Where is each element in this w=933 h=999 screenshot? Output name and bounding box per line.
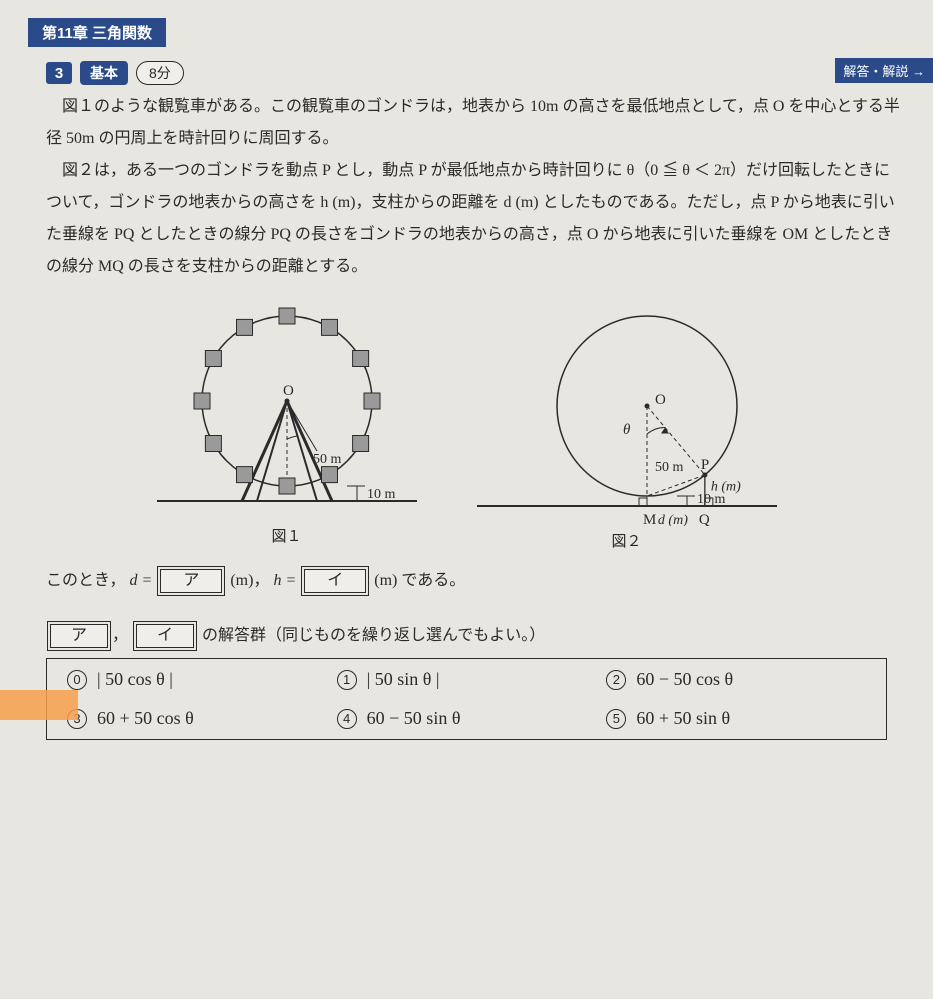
answer-unit-2: (m) である。 (374, 572, 465, 589)
option-5: 5 60 + 50 sin θ (606, 708, 866, 729)
group-box-a: ア (50, 624, 108, 648)
option-1-num: 1 (337, 670, 357, 690)
option-0-num: 0 (67, 670, 87, 690)
question-number: 3 (46, 62, 72, 84)
level-pill: 基本 (80, 61, 128, 85)
options-table: 0 | 50 cos θ | 1 | 50 sin θ | 2 60 − 50 cos… (46, 658, 887, 740)
svg-text:d (m): d (m) (657, 513, 687, 526)
answer-ref-tab: 解答・解説 → (835, 58, 933, 83)
figure-1-caption: 図１ (157, 525, 417, 546)
group-sep: ， (112, 627, 128, 644)
figure-2-svg: OPθh (m)50 m10 mQMd (m) (477, 301, 777, 526)
figure-2-caption: 図２ (477, 530, 777, 551)
answer-box-a: ア (160, 569, 222, 593)
figures-row: O50 m10 m 図１ OPθh (m)50 m10 mQMd (m) 図２ (28, 301, 905, 551)
svg-text:10 m: 10 m (697, 492, 726, 507)
svg-text:M: M (643, 512, 656, 526)
option-0-text: | 50 cos θ | (97, 669, 173, 690)
paragraph-1: 図１のような観覧車がある。この観覧車のゴンドラは，地表から 10m の高さを最低… (46, 91, 905, 155)
figure-1: O 50 m 10 m 図１ (157, 301, 417, 551)
option-0: 0 | 50 cos θ | (67, 669, 327, 690)
option-3: 360 + 50 cos θ (67, 708, 327, 729)
svg-text:θ: θ (623, 422, 631, 438)
option-1: 1 | 50 sin θ | (337, 669, 597, 690)
highlight-mark (0, 690, 78, 720)
chapter-tab: 第11章 三角関数 (28, 18, 166, 47)
option-1-text: | 50 sin θ | (367, 669, 440, 690)
option-2-text: 60 − 50 cos θ (636, 669, 733, 690)
svg-text:O: O (283, 383, 294, 399)
time-pill: 8分 (136, 61, 184, 85)
option-2-num: 2 (606, 670, 626, 690)
option-2: 2 60 − 50 cos θ (606, 669, 866, 690)
answer-line: このとき， d = ア (m)， h = イ (m) である。 (46, 565, 905, 597)
svg-text:10 m: 10 m (367, 487, 396, 502)
answer-prefix: このとき， (46, 572, 126, 589)
question-body: 図１のような観覧車がある。この観覧車のゴンドラは，地表から 10m の高さを最低… (46, 91, 905, 283)
option-5-num: 5 (606, 709, 626, 729)
svg-text:Q: Q (698, 512, 709, 526)
answer-h-label: h = (273, 572, 296, 589)
paragraph-2: 図２は，ある一つのゴンドラを動点 P とし，動点 P が最低地点から時計回りに … (46, 155, 905, 283)
option-3-text: 60 + 50 cos θ (97, 708, 194, 729)
answer-d-label: d = (130, 572, 153, 589)
svg-text:P: P (700, 457, 708, 473)
svg-text:50 m: 50 m (655, 460, 684, 475)
option-group-label: ア， イ の解答群（同じものを繰り返し選んでもよい。） (46, 621, 905, 648)
svg-text:50 m: 50 m (313, 452, 342, 467)
group-box-i: イ (136, 624, 194, 648)
answer-box-i: イ (304, 569, 366, 593)
figure-1-svg: O 50 m 10 m (157, 301, 417, 521)
question-header: 3 基本 8分 (46, 61, 905, 85)
option-4-text: 60 − 50 sin θ (367, 708, 461, 729)
option-4-num: 4 (337, 709, 357, 729)
option-4: 4 60 − 50 sin θ (337, 708, 597, 729)
figure-2: OPθh (m)50 m10 mQMd (m) 図２ (477, 301, 777, 551)
answer-unit-1: (m)， (230, 572, 269, 589)
option-5-text: 60 + 50 sin θ (636, 708, 730, 729)
svg-text:O: O (655, 392, 666, 408)
group-suffix: の解答群（同じものを繰り返し選んでもよい。） (202, 627, 545, 644)
